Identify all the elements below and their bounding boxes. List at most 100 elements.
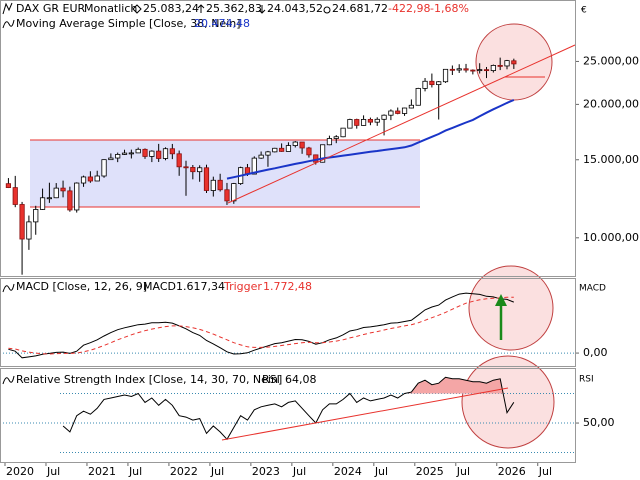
candle-body bbox=[203, 167, 210, 191]
legend-value: 1.617,34 bbox=[176, 280, 225, 293]
y-tick-label: 15.000,00 bbox=[583, 153, 639, 166]
highlight-circle bbox=[468, 265, 554, 351]
marks: 10.000,00 15.000,00 20.000,00 25.000,00 0,00… bbox=[0, 54, 639, 478]
candle-body bbox=[128, 152, 134, 155]
candle-body bbox=[333, 136, 339, 139]
currency: € bbox=[581, 6, 587, 16]
legend-value: 20.474,48 bbox=[194, 17, 250, 30]
candle-body bbox=[101, 159, 107, 177]
change-pct: -1,68% bbox=[430, 2, 469, 15]
legend-entry: Moving Average Simple [Close, 38, Nein] bbox=[16, 17, 241, 30]
x-tick-label: Jul bbox=[210, 465, 224, 478]
axis-label: RSI bbox=[579, 375, 594, 385]
moving-average bbox=[226, 98, 515, 180]
y-tick-label: 10.000,00 bbox=[583, 231, 639, 244]
candle-body bbox=[401, 107, 408, 114]
candle-body bbox=[217, 179, 223, 191]
candle-body bbox=[53, 187, 59, 199]
candle-body bbox=[87, 176, 93, 182]
trend-line bbox=[227, 44, 576, 204]
candle-body bbox=[162, 148, 169, 159]
candle-body bbox=[74, 182, 80, 211]
rsi-trend-line bbox=[221, 387, 509, 441]
overbought-fill bbox=[63, 377, 514, 394]
candle-body bbox=[224, 189, 230, 202]
high: 25.362,83 bbox=[206, 2, 262, 15]
overlay-annotations bbox=[221, 44, 576, 441]
candle-body bbox=[456, 68, 462, 71]
x-tick-label: 2023 bbox=[252, 465, 280, 478]
candle-body bbox=[176, 153, 182, 168]
rsi-panel bbox=[0, 368, 576, 463]
candle-body bbox=[388, 110, 394, 116]
legend-entry: RSI bbox=[262, 373, 280, 386]
y-tick-label: 50,00 bbox=[583, 416, 615, 429]
candle-body bbox=[449, 68, 455, 71]
x-tick-label: 2020 bbox=[6, 465, 34, 478]
candle-body bbox=[319, 144, 326, 163]
candle-body bbox=[67, 190, 73, 211]
x-tick-label: 2025 bbox=[416, 465, 444, 478]
candle-body bbox=[422, 80, 428, 89]
candle-body bbox=[381, 114, 387, 120]
candle-body bbox=[299, 141, 305, 149]
candle-body bbox=[19, 204, 25, 240]
candle-body bbox=[258, 154, 264, 159]
candle-body bbox=[429, 80, 435, 86]
candle-body bbox=[80, 176, 87, 184]
candle-body bbox=[94, 175, 100, 182]
candle-body bbox=[511, 60, 517, 65]
x-tick-label: 2024 bbox=[334, 465, 362, 478]
candle-body bbox=[265, 151, 271, 156]
x-tick-label: Jul bbox=[128, 465, 142, 478]
candle-body bbox=[285, 145, 292, 152]
candle-body bbox=[231, 183, 237, 202]
open: 25.083,24 bbox=[143, 2, 199, 15]
candle-body bbox=[367, 119, 374, 123]
x-tick-label: 2022 bbox=[170, 465, 198, 478]
x-tick-label: 2021 bbox=[88, 465, 116, 478]
indicator-line bbox=[62, 376, 515, 441]
legend-value: 64,08 bbox=[285, 373, 317, 386]
arrow-head bbox=[495, 294, 507, 306]
candle-body bbox=[46, 197, 52, 200]
candle-body bbox=[415, 87, 421, 106]
candle-body bbox=[190, 167, 196, 173]
icon bbox=[2, 283, 15, 293]
x-tick-label: Jul bbox=[538, 465, 552, 478]
legend-value: 1.772,48 bbox=[263, 280, 312, 293]
candle-body bbox=[326, 138, 333, 146]
candle-body bbox=[292, 141, 298, 146]
axis-label: MACD bbox=[579, 284, 606, 294]
y-tick-label: 20.000,00 bbox=[583, 97, 639, 110]
candle-body bbox=[470, 69, 476, 72]
candle-body bbox=[483, 69, 490, 72]
x-tick-label: Jul bbox=[292, 465, 306, 478]
candle-body bbox=[121, 152, 128, 155]
close-icon bbox=[323, 6, 331, 14]
low: 24.043,52 bbox=[267, 2, 323, 15]
candle-body bbox=[183, 166, 189, 169]
candle-body bbox=[490, 65, 496, 72]
candle-body bbox=[436, 81, 442, 86]
candle-body bbox=[210, 179, 216, 191]
candle-body bbox=[347, 119, 353, 129]
change: -422,98 bbox=[388, 2, 430, 15]
candle-body bbox=[251, 157, 257, 175]
candle-body bbox=[272, 147, 278, 153]
indicator-line bbox=[8, 292, 514, 359]
candle-body bbox=[169, 148, 175, 155]
candle-body bbox=[156, 150, 162, 159]
candle-body bbox=[354, 119, 360, 126]
candle-body bbox=[39, 197, 46, 210]
candle-body bbox=[279, 147, 285, 152]
icon bbox=[2, 375, 15, 385]
frames bbox=[0, 0, 576, 463]
candle-body bbox=[115, 154, 121, 159]
open-icon bbox=[132, 4, 142, 14]
high-icon bbox=[197, 4, 205, 13]
candle-body bbox=[504, 60, 510, 67]
candle-body bbox=[26, 221, 32, 240]
